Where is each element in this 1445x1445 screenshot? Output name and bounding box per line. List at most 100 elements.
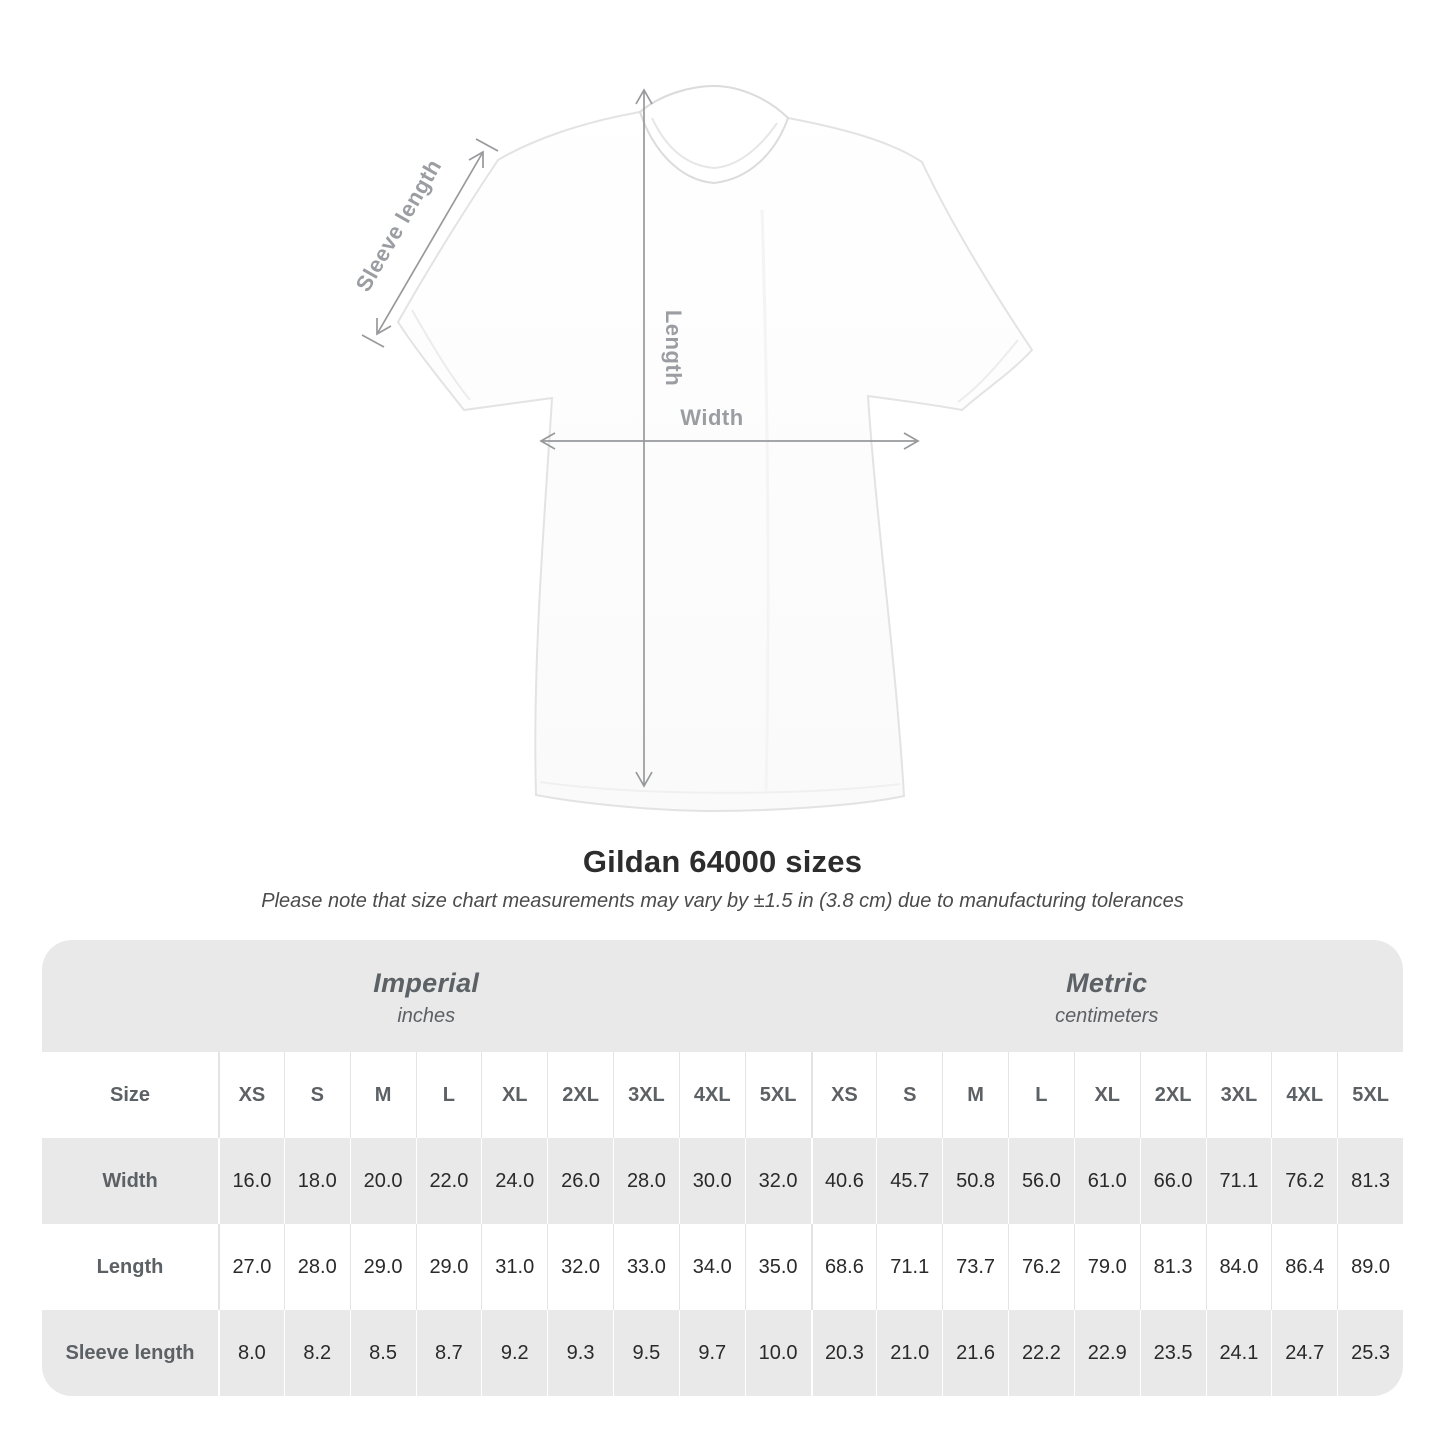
row-label: Width bbox=[42, 1138, 218, 1224]
table-cell: 9.5 bbox=[613, 1310, 679, 1396]
size-col-header: XS bbox=[218, 1052, 284, 1138]
table-cell: 16.0 bbox=[218, 1138, 284, 1224]
size-col-header: 5XL bbox=[744, 1052, 811, 1138]
table-row: Sleeve length 8.0 8.2 8.5 8.7 9.2 9.3 9.5 9.7 10.… bbox=[42, 1310, 1403, 1396]
table-cell: 34.0 bbox=[678, 1224, 745, 1310]
unit-header-band: Imperial inches Metric centimeters bbox=[42, 940, 1403, 1052]
fabric-crease bbox=[760, 209, 770, 793]
size-col-header: S bbox=[876, 1052, 943, 1138]
metric-title: Metric bbox=[1066, 968, 1148, 998]
table-cell: 22.2 bbox=[1008, 1310, 1074, 1396]
table-cell: 9.2 bbox=[481, 1310, 548, 1396]
tolerance-note: Please note that size chart measurements… bbox=[261, 890, 1184, 912]
table-cell: 76.2 bbox=[1271, 1138, 1338, 1224]
tshirt-diagram-svg: Sleeve length Length Width bbox=[351, 84, 1034, 813]
tshirt-measurement-diagram: Sleeve length Length Width bbox=[351, 84, 1034, 813]
table-cell: 79.0 bbox=[1073, 1224, 1140, 1310]
table-cell: 29.0 bbox=[415, 1224, 482, 1310]
table-cell: 71.1 bbox=[876, 1224, 943, 1310]
size-table-card: Imperial inches Metric centimeters Size X… bbox=[42, 940, 1403, 1396]
size-col-header: XL bbox=[481, 1052, 548, 1138]
table-cell: 26.0 bbox=[547, 1138, 613, 1224]
size-col-header: XL bbox=[1073, 1052, 1140, 1138]
size-col-header: 3XL bbox=[1205, 1052, 1272, 1138]
page-title: Gildan 64000 sizes bbox=[582, 844, 863, 879]
imperial-unit: inches bbox=[397, 1005, 456, 1027]
table-cell: 23.5 bbox=[1139, 1310, 1206, 1396]
table-cell: 33.0 bbox=[613, 1224, 679, 1310]
metric-unit: centimeters bbox=[1055, 1005, 1159, 1027]
table-cell: 81.3 bbox=[1139, 1224, 1206, 1310]
length-label: Length bbox=[661, 310, 686, 386]
table-cell: 20.0 bbox=[349, 1138, 416, 1224]
size-col-header: L bbox=[1008, 1052, 1074, 1138]
table-cell: 24.1 bbox=[1205, 1310, 1272, 1396]
table-cell: 84.0 bbox=[1205, 1224, 1272, 1310]
table-cell: 22.0 bbox=[415, 1138, 482, 1224]
table-cell: 81.3 bbox=[1337, 1138, 1403, 1224]
table-cell: 20.3 bbox=[810, 1310, 877, 1396]
size-col-header: S bbox=[283, 1052, 350, 1138]
size-col-header: 2XL bbox=[1139, 1052, 1206, 1138]
table-cell: 86.4 bbox=[1271, 1224, 1338, 1310]
table-cell: 56.0 bbox=[1008, 1138, 1074, 1224]
table-cell: 32.0 bbox=[744, 1138, 811, 1224]
table-cell: 18.0 bbox=[283, 1138, 350, 1224]
table-cell: 66.0 bbox=[1139, 1138, 1206, 1224]
table-cell: 8.0 bbox=[218, 1310, 284, 1396]
table-cell: 89.0 bbox=[1337, 1224, 1403, 1310]
table-cell: 30.0 bbox=[678, 1138, 745, 1224]
table-cell: 22.9 bbox=[1073, 1310, 1140, 1396]
right-cuff-seam bbox=[957, 339, 1019, 403]
left-cuff-seam bbox=[411, 309, 471, 401]
size-col-header: 3XL bbox=[613, 1052, 679, 1138]
table-cell: 29.0 bbox=[349, 1224, 416, 1310]
length-arrow bbox=[635, 88, 653, 788]
size-col-header: M bbox=[942, 1052, 1008, 1138]
table-cell: 45.7 bbox=[876, 1138, 943, 1224]
size-col-header: 4XL bbox=[678, 1052, 745, 1138]
table-row: Width 16.0 18.0 20.0 22.0 24.0 26.0 28.0 30.0 32.… bbox=[42, 1138, 1403, 1224]
table-cell: 10.0 bbox=[744, 1310, 811, 1396]
size-col-header: M bbox=[349, 1052, 416, 1138]
width-label: Width bbox=[680, 405, 743, 430]
table-cell: 71.1 bbox=[1205, 1138, 1272, 1224]
table-cell: 28.0 bbox=[613, 1138, 679, 1224]
table-cell: 61.0 bbox=[1073, 1138, 1140, 1224]
collar-graphic bbox=[638, 84, 790, 185]
table-cell: 31.0 bbox=[481, 1224, 548, 1310]
table-cell: 25.3 bbox=[1337, 1310, 1403, 1396]
row-label: Length bbox=[42, 1224, 218, 1310]
table-cell: 27.0 bbox=[218, 1224, 284, 1310]
size-col-header: L bbox=[415, 1052, 482, 1138]
size-col-header: XS bbox=[810, 1052, 877, 1138]
table-cell: 9.3 bbox=[547, 1310, 613, 1396]
table-cell: 50.8 bbox=[942, 1138, 1008, 1224]
table-cell: 68.6 bbox=[810, 1224, 877, 1310]
size-header-row: Size XS S M L XL 2XL 3XL 4XL 5XL XS S M L XL 2XL 3XL 4XL 5… bbox=[42, 1052, 1403, 1138]
table-cell: 35.0 bbox=[744, 1224, 811, 1310]
table-cell: 8.7 bbox=[415, 1310, 482, 1396]
imperial-title: Imperial bbox=[373, 968, 480, 998]
tshirt-graphic bbox=[396, 84, 1034, 813]
table-cell: 73.7 bbox=[942, 1224, 1008, 1310]
table-cell: 40.6 bbox=[810, 1138, 877, 1224]
table-cell: 8.2 bbox=[283, 1310, 350, 1396]
table-cell: 76.2 bbox=[1008, 1224, 1074, 1310]
collar-rib-seam bbox=[651, 117, 778, 170]
table-row: Length 27.0 28.0 29.0 29.0 31.0 32.0 33.0 34.0 35… bbox=[42, 1224, 1403, 1310]
table-cell: 28.0 bbox=[283, 1224, 350, 1310]
imperial-section-header: Imperial inches bbox=[42, 940, 811, 1052]
table-cell: 24.7 bbox=[1271, 1310, 1338, 1396]
size-corner-label: Size bbox=[42, 1052, 218, 1138]
width-arrow bbox=[539, 432, 920, 450]
table-cell: 21.0 bbox=[876, 1310, 943, 1396]
table-cell: 32.0 bbox=[547, 1224, 613, 1310]
hem-seam bbox=[539, 781, 901, 794]
size-col-header: 5XL bbox=[1337, 1052, 1403, 1138]
table-cell: 9.7 bbox=[678, 1310, 745, 1396]
metric-section-header: Metric centimeters bbox=[811, 940, 1404, 1052]
table-cell: 21.6 bbox=[942, 1310, 1008, 1396]
row-label: Sleeve length bbox=[42, 1310, 218, 1396]
